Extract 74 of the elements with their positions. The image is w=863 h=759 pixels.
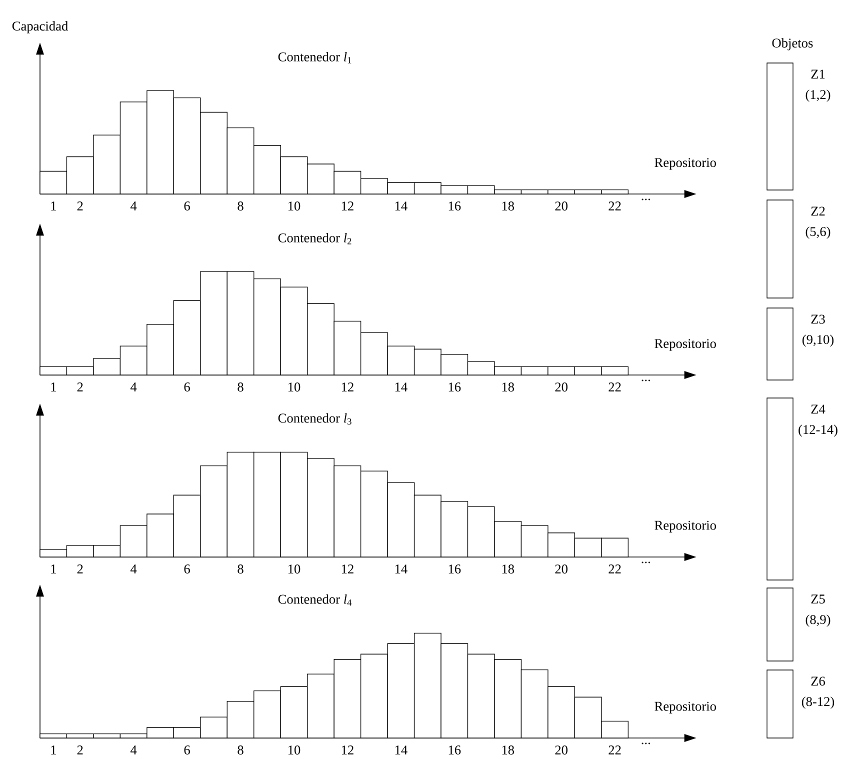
x-tick-label: 16 — [448, 564, 461, 574]
text: (5,6) — [806, 226, 830, 239]
text: (12-14) — [798, 424, 838, 437]
x-tick-label: 20 — [555, 746, 568, 755]
x-tick-label: 10 — [288, 382, 300, 392]
x-axis-title: Repositorio — [654, 158, 716, 170]
x-tick-label: 10 — [288, 746, 300, 755]
chart-title: Contenedor l$_{3}$ — [278, 413, 352, 425]
text: ... — [642, 380, 650, 382]
x-tick-label: 14 — [395, 746, 408, 754]
chart-title: Contenedor l$_{2}$ — [278, 233, 352, 244]
text: (9,10) — [802, 334, 834, 347]
x-tick-label: 16 — [448, 202, 461, 210]
x-tick-label: 22 — [608, 202, 621, 210]
text: ... — [642, 198, 650, 200]
x-tick-label: 4 — [130, 202, 137, 210]
x-tick-label: 4 — [130, 382, 137, 392]
x-tick-label: 14 — [395, 382, 408, 392]
x-axis-title: Repositorio — [654, 339, 716, 351]
x-tick-label: 22 — [608, 382, 621, 392]
x-tick-label: 4 — [130, 746, 137, 754]
x-tick-label: 2 — [77, 564, 83, 574]
x-tick-label: 1 — [51, 202, 56, 210]
text: Z3 — [811, 314, 825, 324]
x-tick-label: 1 — [51, 382, 56, 392]
x-tick-label: 10 — [288, 564, 300, 574]
x-tick-label: 12 — [342, 202, 354, 210]
x-tick-label: 18 — [502, 202, 514, 211]
x-tick-label: 16 — [448, 382, 461, 392]
x-axis-title: Repositorio — [654, 520, 716, 533]
x-tick-label: 2 — [77, 382, 83, 392]
text: ... — [642, 742, 650, 744]
text: Z5 — [811, 594, 825, 604]
x-axis-title: Repositorio — [654, 702, 716, 714]
chart-title: Contenedor l$_{4}$ — [278, 594, 352, 606]
text: (8,9) — [806, 614, 830, 627]
x-tick-label: 1 — [51, 746, 56, 754]
x-tick-label: 6 — [184, 564, 190, 574]
x-tick-label: 6 — [184, 202, 190, 210]
x-tick-label: 22 — [608, 746, 621, 754]
x-tick-label: 22 — [608, 564, 621, 574]
x-tick-label: 12 — [342, 746, 354, 754]
x-tick-label: 12 — [342, 564, 354, 574]
x-tick-label: 18 — [502, 382, 514, 392]
x-tick-label: 2 — [77, 746, 83, 754]
x-tick-label: 20 — [555, 564, 568, 574]
x-tick-label: 6 — [184, 746, 190, 754]
text: Objetos — [772, 38, 813, 50]
x-tick-label: 2 — [77, 202, 83, 210]
x-tick-label: 10 — [288, 202, 300, 211]
text: Z2 — [811, 206, 825, 216]
text: (1,2) — [806, 90, 830, 102]
x-tick-label: 4 — [130, 564, 137, 574]
x-tick-label: 20 — [555, 382, 568, 392]
x-tick-label: 8 — [238, 202, 244, 211]
x-tick-label: 12 — [342, 382, 354, 392]
text: Z4 — [811, 404, 826, 414]
x-tick-label: 14 — [395, 564, 408, 574]
x-tick-label: 14 — [395, 202, 408, 210]
text: (8-12) — [802, 696, 834, 709]
x-tick-label: 1 — [51, 564, 56, 574]
text: ... — [642, 562, 650, 564]
text: Z6 — [811, 676, 826, 686]
y-axis-title: Capacidad — [12, 21, 68, 34]
x-tick-label: 8 — [238, 564, 244, 574]
chart-title: Contenedor l$_{1}$ — [278, 52, 352, 64]
x-tick-label: 6 — [184, 382, 190, 392]
x-tick-label: 16 — [448, 746, 461, 754]
text: Z1 — [811, 70, 825, 78]
x-tick-label: 8 — [238, 382, 244, 392]
x-tick-label: 8 — [238, 746, 244, 755]
x-tick-label: 20 — [555, 202, 568, 211]
x-tick-label: 18 — [502, 746, 514, 755]
x-tick-label: 18 — [502, 564, 514, 574]
